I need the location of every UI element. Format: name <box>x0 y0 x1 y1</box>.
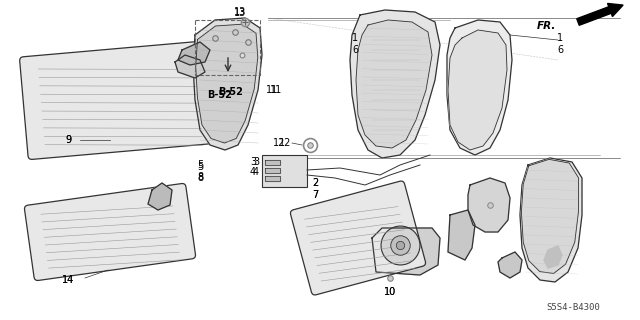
Polygon shape <box>148 183 172 210</box>
Text: 5: 5 <box>197 160 203 170</box>
Polygon shape <box>265 160 280 165</box>
Text: 4: 4 <box>253 167 259 177</box>
Polygon shape <box>265 168 280 173</box>
Text: 13: 13 <box>234 8 246 18</box>
FancyBboxPatch shape <box>20 41 220 159</box>
Polygon shape <box>448 210 475 260</box>
Text: 7: 7 <box>312 190 318 200</box>
Text: 11: 11 <box>266 85 278 95</box>
Text: B-52: B-52 <box>218 87 243 97</box>
Polygon shape <box>498 252 522 278</box>
Text: 10: 10 <box>384 287 396 297</box>
FancyBboxPatch shape <box>262 155 307 187</box>
Polygon shape <box>447 20 512 155</box>
Text: 9: 9 <box>65 135 71 145</box>
Polygon shape <box>193 18 262 150</box>
Text: FR.: FR. <box>536 21 556 31</box>
Text: 6: 6 <box>352 45 358 55</box>
Text: 6: 6 <box>557 45 563 55</box>
Text: 12: 12 <box>273 138 285 148</box>
Text: 9: 9 <box>65 135 71 145</box>
Text: 8: 8 <box>197 173 203 183</box>
Text: 10: 10 <box>384 287 396 297</box>
Text: 11: 11 <box>270 85 282 95</box>
Text: 3: 3 <box>253 157 259 167</box>
Text: 3: 3 <box>250 157 256 167</box>
FancyBboxPatch shape <box>24 183 195 281</box>
Text: B-52: B-52 <box>207 90 232 100</box>
Text: 2: 2 <box>312 178 318 188</box>
Polygon shape <box>356 20 432 148</box>
Polygon shape <box>178 42 210 65</box>
Text: 14: 14 <box>62 275 74 285</box>
Polygon shape <box>468 178 510 232</box>
Polygon shape <box>175 55 205 78</box>
Polygon shape <box>196 24 258 143</box>
Polygon shape <box>265 176 280 181</box>
Text: 1: 1 <box>352 33 358 43</box>
Polygon shape <box>448 30 507 150</box>
Text: 13: 13 <box>234 7 246 17</box>
Text: S5S4-B4300: S5S4-B4300 <box>547 303 600 313</box>
Text: 4: 4 <box>250 167 256 177</box>
Polygon shape <box>544 246 562 268</box>
Text: 7: 7 <box>312 190 318 200</box>
Text: 2: 2 <box>312 178 318 188</box>
Polygon shape <box>522 159 579 273</box>
Text: 8: 8 <box>197 172 203 182</box>
FancyBboxPatch shape <box>291 181 426 295</box>
Text: 14: 14 <box>62 275 74 285</box>
Text: 12: 12 <box>279 138 291 148</box>
Polygon shape <box>372 228 440 275</box>
Polygon shape <box>350 10 440 158</box>
FancyArrow shape <box>577 4 623 25</box>
Text: 1: 1 <box>557 33 563 43</box>
Polygon shape <box>520 158 582 282</box>
Text: 5: 5 <box>197 162 203 172</box>
